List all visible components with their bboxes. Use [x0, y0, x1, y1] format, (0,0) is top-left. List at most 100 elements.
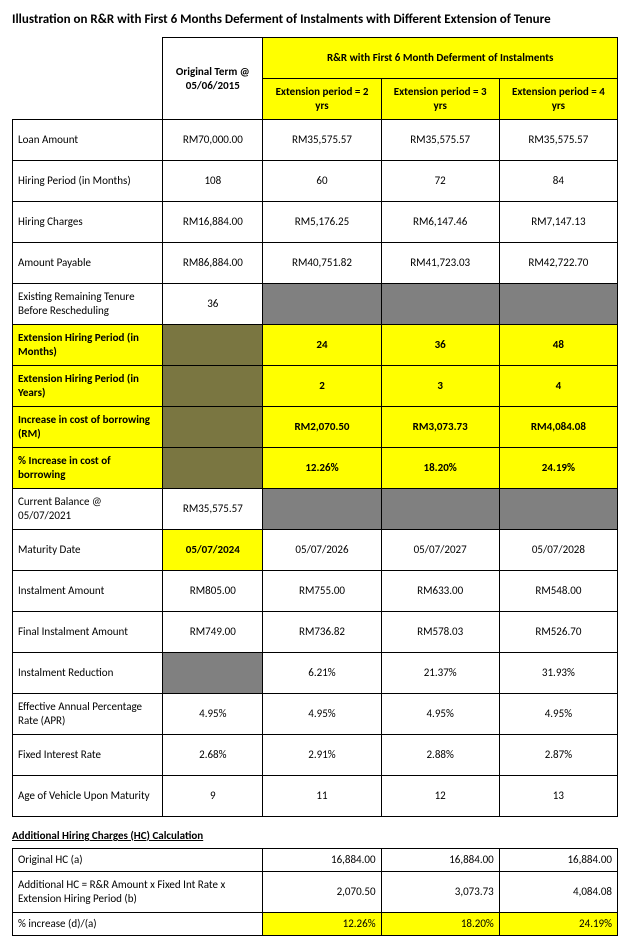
table-row: Loan Amount RM70,000.00 RM35,575.57 RM35…: [13, 120, 618, 161]
cell: 05/07/2027: [381, 530, 499, 571]
table-row: Increase in cost of borrowing (RM) RM2,0…: [13, 407, 618, 448]
row-label: Instalment Amount: [13, 571, 163, 612]
cell-shaded: [263, 489, 381, 530]
table-row: Current Balance @ 05/07/2021 RM35,575.57: [13, 489, 618, 530]
cell: 4: [499, 366, 617, 407]
row-label: Additional HC = R&R Amount x Fixed Int R…: [13, 871, 263, 912]
cell: RM749.00: [163, 612, 263, 653]
header-blank-2: [13, 79, 163, 120]
table-row: Instalment Amount RM805.00 RM755.00 RM63…: [13, 571, 618, 612]
cell: 108: [163, 161, 263, 202]
hc-table: Original HC (a) 16,884.00 16,884.00 16,8…: [12, 848, 618, 936]
cell: 9: [163, 776, 263, 817]
cell: RM40,751.82: [263, 243, 381, 284]
cell: 12.26%: [263, 912, 381, 935]
cell: 72: [381, 161, 499, 202]
header-ext4: Extension period = 4 yrs: [499, 79, 617, 120]
table-row: Maturity Date 05/07/2024 05/07/2026 05/0…: [13, 530, 618, 571]
cell: 16,884.00: [381, 849, 499, 872]
row-label: Amount Payable: [13, 243, 163, 284]
page-title: Illustration on R&R with First 6 Months …: [12, 12, 618, 27]
cell: 2.68%: [163, 735, 263, 776]
cell: 11: [263, 776, 381, 817]
row-label: Effective Annual Percentage Rate (APR): [13, 694, 163, 735]
cell: 05/07/2026: [263, 530, 381, 571]
table-row: Original HC (a) 16,884.00 16,884.00 16,8…: [13, 849, 618, 872]
cell-shaded: [263, 284, 381, 325]
table-row: Extension Hiring Period (in Years) 2 3 4: [13, 366, 618, 407]
cell: RM755.00: [263, 571, 381, 612]
cell: 21.37%: [381, 653, 499, 694]
table-row: Final Instalment Amount RM749.00 RM736.8…: [13, 612, 618, 653]
hc-heading: Additional Hiring Charges (HC) Calculati…: [12, 829, 618, 842]
cell: 16,884.00: [499, 849, 617, 872]
cell: 2: [263, 366, 381, 407]
table-row: Extension Hiring Period (in Months) 24 3…: [13, 325, 618, 366]
cell: 16,884.00: [263, 849, 381, 872]
cell: 18.20%: [381, 448, 499, 489]
cell: 18.20%: [381, 912, 499, 935]
cell-shaded: [499, 284, 617, 325]
cell: RM16,884.00: [163, 202, 263, 243]
row-label: Extension Hiring Period (in Months): [13, 325, 163, 366]
table-row: Fixed Interest Rate 2.68% 2.91% 2.88% 2.…: [13, 735, 618, 776]
cell: RM70,000.00: [163, 120, 263, 161]
cell: RM5,176.25: [263, 202, 381, 243]
cell: RM35,575.57: [163, 489, 263, 530]
row-label: Instalment Reduction: [13, 653, 163, 694]
cell: 2.91%: [263, 735, 381, 776]
row-label: Final Instalment Amount: [13, 612, 163, 653]
row-label: Fixed Interest Rate: [13, 735, 163, 776]
row-label: % Increase in cost of borrowing: [13, 448, 163, 489]
table-row: Instalment Reduction 6.21% 21.37% 31.93%: [13, 653, 618, 694]
table-row: Effective Annual Percentage Rate (APR) 4…: [13, 694, 618, 735]
row-label: Loan Amount: [13, 120, 163, 161]
cell: 24.19%: [499, 912, 617, 935]
table-row: Hiring Charges RM16,884.00 RM5,176.25 RM…: [13, 202, 618, 243]
table-row: Age of Vehicle Upon Maturity 9 11 12 13: [13, 776, 618, 817]
cell: RM35,575.57: [381, 120, 499, 161]
cell: 3,073.73: [381, 871, 499, 912]
cell: 2.88%: [381, 735, 499, 776]
cell: 6.21%: [263, 653, 381, 694]
header-blank: [13, 38, 163, 79]
cell: 31.93%: [499, 653, 617, 694]
table-row: Existing Remaining Tenure Before Resched…: [13, 284, 618, 325]
cell-shaded: [163, 366, 263, 407]
cell-shaded: [163, 448, 263, 489]
cell-shaded: [163, 407, 263, 448]
cell: RM41,723.03: [381, 243, 499, 284]
cell: 3: [381, 366, 499, 407]
cell-shaded: [163, 653, 263, 694]
cell: RM4,084.08: [499, 407, 617, 448]
header-rr-banner: R&R with First 6 Month Deferment of Inst…: [263, 38, 618, 79]
cell: 2,070.50: [263, 871, 381, 912]
cell: RM86,884.00: [163, 243, 263, 284]
cell: RM805.00: [163, 571, 263, 612]
cell: 4.95%: [499, 694, 617, 735]
row-label: Current Balance @ 05/07/2021: [13, 489, 163, 530]
cell: RM7,147.13: [499, 202, 617, 243]
cell-shaded: [499, 489, 617, 530]
table-row: Additional HC = R&R Amount x Fixed Int R…: [13, 871, 618, 912]
cell: 84: [499, 161, 617, 202]
cell: 4.95%: [381, 694, 499, 735]
cell-shaded: [381, 284, 499, 325]
row-label: Maturity Date: [13, 530, 163, 571]
table-row: Hiring Period (in Months) 108 60 72 84: [13, 161, 618, 202]
cell: 24.19%: [499, 448, 617, 489]
table-row: % increase (d)/(a) 12.26% 18.20% 24.19%: [13, 912, 618, 935]
cell: 36: [381, 325, 499, 366]
header-original-term: Original Term @ 05/06/2015: [163, 38, 263, 120]
cell: RM2,070.50: [263, 407, 381, 448]
row-label: Hiring Charges: [13, 202, 163, 243]
cell: RM35,575.57: [499, 120, 617, 161]
cell: 48: [499, 325, 617, 366]
header-ext3: Extension period = 3 yrs: [381, 79, 499, 120]
cell: 4.95%: [163, 694, 263, 735]
cell: 13: [499, 776, 617, 817]
cell-shaded: [163, 325, 263, 366]
cell: 12: [381, 776, 499, 817]
cell: 12.26%: [263, 448, 381, 489]
row-label: Original HC (a): [13, 849, 263, 872]
